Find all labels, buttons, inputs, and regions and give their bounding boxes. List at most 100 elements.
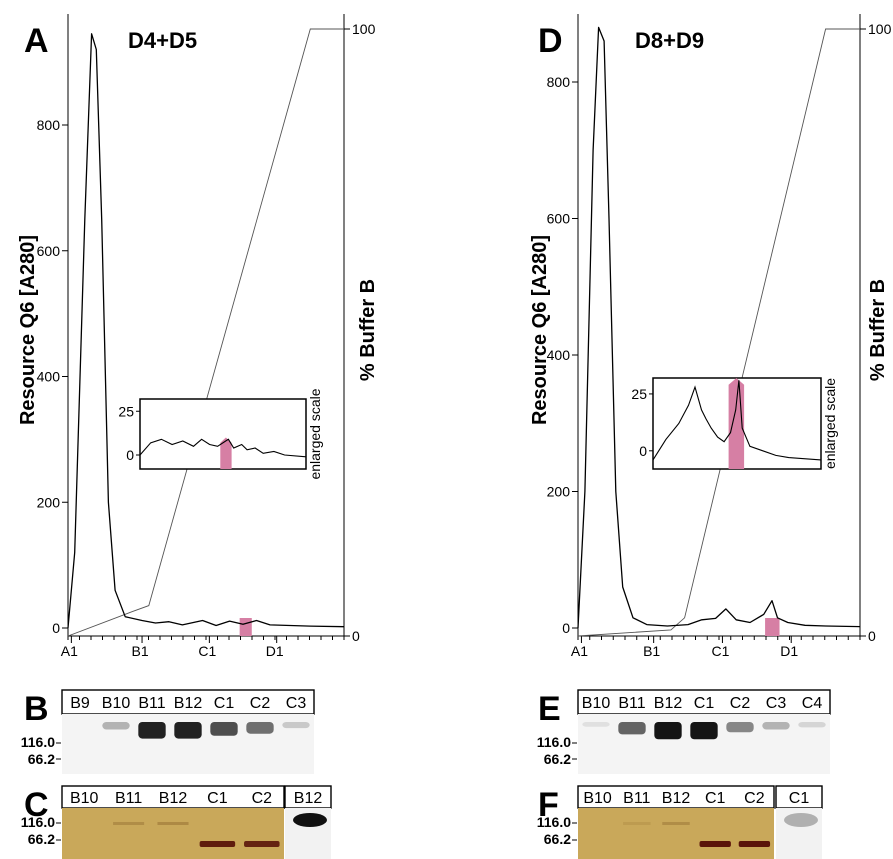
mw-label: 66.2 — [28, 751, 55, 767]
y2-tick-label: 0 — [868, 628, 876, 644]
blot-band — [582, 722, 610, 727]
gradient-line — [577, 28, 860, 637]
lane-label: B11 — [138, 695, 165, 712]
y-tick-label: 0 — [562, 620, 570, 636]
absorbance-trace — [67, 33, 345, 629]
stain-band-66 — [244, 841, 280, 847]
y2-tick-label: 100 — [868, 21, 892, 37]
panel-letter: A — [24, 22, 49, 60]
panel-letter: F — [538, 786, 559, 824]
panel-letter: C — [24, 786, 49, 824]
lane-label: B12 — [159, 790, 188, 807]
blot-band — [138, 722, 166, 739]
blot-lane-band — [784, 813, 818, 827]
mw-label: 116.0 — [21, 734, 55, 750]
inset-tick-label: 25 — [118, 403, 134, 419]
inset-tick-label: 0 — [126, 447, 134, 463]
lane-label: B10 — [583, 790, 612, 807]
blot-band — [690, 722, 718, 740]
y-tick-label: 200 — [547, 484, 571, 500]
x-tick-label: B1 — [643, 643, 660, 659]
blot-band — [102, 722, 130, 730]
y2-tick-label: 0 — [352, 628, 360, 644]
mw-label: 116.0 — [537, 734, 571, 750]
chart-title: D8+D9 — [635, 28, 704, 53]
y-tick-label: 600 — [547, 211, 571, 227]
lane-label: C2 — [744, 790, 765, 807]
mw-label: 66.2 — [544, 831, 571, 847]
panel-letter: D — [538, 22, 563, 60]
inset-tick-label: 0 — [639, 443, 647, 459]
x-tick-label: B1 — [131, 643, 148, 659]
blot-band — [210, 722, 238, 736]
mw-label: 66.2 — [544, 751, 571, 767]
lane-label: C1 — [214, 695, 235, 712]
lane-label: B9 — [70, 695, 90, 712]
y2-axis-title: % Buffer B — [867, 279, 889, 381]
stain-band-116 — [662, 822, 690, 825]
lane-label: C1 — [694, 695, 715, 712]
lane-header-box — [577, 689, 831, 715]
blot-band — [798, 722, 826, 728]
y-tick-label: 400 — [37, 369, 61, 385]
gradient-line — [67, 28, 344, 637]
highlight-fraction — [239, 618, 252, 636]
x-tick-label: D1 — [780, 643, 798, 659]
lane-label: B10 — [582, 695, 611, 712]
mw-label: 66.2 — [28, 831, 55, 847]
blot-band — [246, 722, 274, 734]
lane-label: C2 — [252, 790, 273, 807]
y-tick-label: 400 — [547, 347, 571, 363]
inset-label: enlarged scale — [307, 388, 323, 479]
lane-label: C3 — [766, 695, 787, 712]
inset-trace — [652, 380, 822, 461]
lane-label: B11 — [623, 790, 650, 807]
x-tick-label: D1 — [266, 643, 284, 659]
stained-gel — [62, 808, 284, 859]
stain-band-66 — [699, 841, 731, 847]
inset-trace — [139, 438, 307, 458]
inset-highlight — [220, 437, 232, 469]
lane-label: C3 — [286, 695, 307, 712]
stain-band-116 — [113, 822, 145, 825]
panel-letter: E — [538, 690, 561, 728]
chart-title: D4+D5 — [128, 28, 197, 53]
inset-label: enlarged scale — [822, 378, 838, 469]
blot-band — [762, 722, 790, 730]
lane-label: B11 — [115, 790, 142, 807]
lane-label: C2 — [250, 695, 271, 712]
y-axis-title: Resource Q6 [A280] — [529, 235, 551, 425]
highlight-fraction — [765, 618, 780, 636]
stain-band-66 — [199, 841, 236, 847]
chart-panel-D: D D8+D9 A1 B1 C1 D1 0 200 400 600 800 0 100 Resource … — [529, 14, 892, 859]
y-axis-title: Resource Q6 [A280] — [17, 235, 39, 425]
lane-label: B12 — [662, 790, 691, 807]
x-tick-label: C1 — [711, 643, 729, 659]
lane-label: B11 — [618, 695, 645, 712]
y-tick-label: 800 — [37, 117, 61, 133]
y-tick-label: 800 — [547, 74, 571, 90]
mw-label: 116.0 — [21, 814, 55, 830]
lane-label: B12 — [654, 695, 683, 712]
absorbance-trace — [577, 26, 861, 629]
stained-gel — [578, 808, 774, 859]
lane-label: B12 — [174, 695, 203, 712]
lane-label: B10 — [102, 695, 131, 712]
y-tick-label: 0 — [52, 620, 60, 636]
lane-label: C2 — [730, 695, 751, 712]
blot-band — [282, 722, 310, 729]
x-tick-label: C1 — [198, 643, 216, 659]
panel-letter: B — [24, 690, 49, 728]
y-tick-label: 200 — [37, 494, 61, 510]
x-tick-label: A1 — [61, 643, 78, 659]
blot-band — [174, 722, 202, 739]
blot-band — [654, 722, 682, 740]
stain-band-116 — [157, 822, 189, 825]
y2-axis-title: % Buffer B — [357, 279, 379, 381]
blot-lane-label: B12 — [294, 790, 323, 807]
mw-label: 116.0 — [537, 814, 571, 830]
lane-label: B10 — [70, 790, 99, 807]
blot-lane-band — [293, 813, 327, 827]
stain-band-66 — [738, 841, 771, 847]
